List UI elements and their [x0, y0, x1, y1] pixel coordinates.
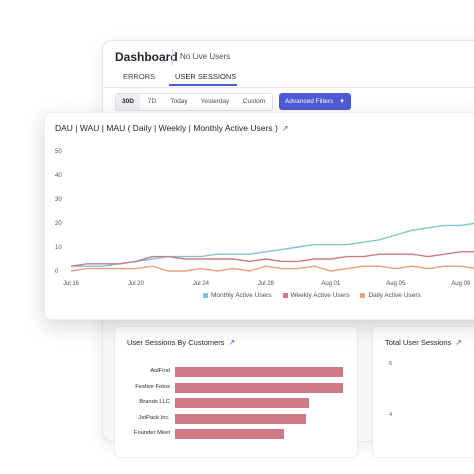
external-link-icon[interactable]: ↗	[455, 338, 462, 347]
legend-label: Monthly Active Users	[211, 292, 272, 299]
active-users-card: DAU | WAU | MAU ( Daily | Weekly | Month…	[44, 112, 474, 320]
x-tick-label: Jul 28	[258, 281, 275, 287]
chevron-down-icon: ▼	[339, 99, 346, 105]
customer-bar[interactable]	[175, 367, 343, 377]
y-tick-label: 20	[55, 221, 62, 227]
active-users-card-title: DAU | WAU | MAU ( Daily | Weekly | Month…	[55, 123, 289, 133]
y-tick-label: 30	[55, 197, 62, 203]
filter-7d[interactable]: 7D	[147, 98, 157, 105]
filter-custom[interactable]: Custom	[242, 98, 266, 105]
y-tick-label: 10	[55, 245, 62, 251]
legend-swatch	[282, 292, 288, 298]
bar-category-label: Founder Meet	[133, 430, 170, 436]
filter-today[interactable]: Today	[170, 98, 188, 105]
tab-user-sessions[interactable]: USER SESSIONS	[175, 72, 237, 81]
y-tick-label: 4	[389, 412, 393, 418]
legend-label: Weekly Active Users	[290, 292, 350, 299]
x-tick-label: Jul 20	[128, 281, 145, 287]
customer-bar[interactable]	[175, 398, 310, 408]
filter-yesterday[interactable]: Yesterday	[200, 98, 230, 105]
chart-legend: Monthly Active Users Weekly Active Users…	[203, 292, 430, 299]
customer-bar[interactable]	[175, 429, 285, 439]
y-tick-label: 50	[55, 149, 62, 155]
x-tick-label: Aug 05	[386, 281, 406, 287]
external-link-icon[interactable]: ↗	[228, 338, 236, 347]
external-link-icon[interactable]: ↗	[281, 124, 289, 133]
advanced-filters-button[interactable]: Advanced Filters ▼	[279, 93, 351, 110]
legend-item-wau[interactable]: Weekly Active Users	[282, 292, 350, 299]
active-users-line-chart: 0 10 20 30 40 50 Jul 16 Jul 20 Jul 24 Jul 28 Aug 0…	[55, 149, 474, 287]
active-users-title-text: DAU | WAU | MAU ( Daily | Weekly | Month…	[55, 123, 278, 133]
bar-category-label: JetPack Inc.	[138, 414, 170, 421]
customers-panel: User Sessions By Customers ↗ AidFirst Fest…	[114, 326, 358, 458]
bar-category-label: Festive Fotos	[135, 383, 170, 390]
series-line-dau	[70, 265, 474, 272]
active-tab-indicator	[169, 84, 237, 86]
filter-30d[interactable]: 30D	[116, 94, 140, 110]
bar-category-label: Brands LLC	[139, 399, 170, 405]
y-tick-label: 0	[55, 269, 59, 275]
y-tick-label: 40	[55, 173, 62, 179]
x-tick-label: Aug 09	[451, 281, 471, 287]
legend-swatch	[203, 292, 208, 298]
time-range-selector: 30D 7D Today Yesterday Custom	[115, 93, 273, 111]
live-users-status: No Live Users	[180, 52, 231, 61]
total-sessions-title: Total User Sessions ↗	[385, 338, 462, 347]
dashboard-topbar: Dashboard No Live Users ERRORS USER SESS…	[103, 41, 474, 131]
advanced-filters-label: Advanced Filters	[284, 98, 334, 105]
tab-errors[interactable]: ERRORS	[123, 72, 156, 81]
total-sessions-panel: Total User Sessions ↗ 6 4	[372, 326, 474, 458]
title-divider	[172, 49, 173, 65]
legend-swatch	[360, 292, 366, 298]
x-tick-label: Jul 16	[63, 281, 80, 287]
customers-panel-title: User Sessions By Customers ↗	[127, 338, 235, 347]
customers-title-text: User Sessions By Customers	[127, 338, 225, 347]
legend-label: Daily Active Users	[368, 292, 421, 299]
legend-item-dau[interactable]: Daily Active Users	[360, 292, 421, 299]
page-title: Dashboard	[115, 50, 178, 64]
x-tick-label: Jul 24	[193, 281, 210, 287]
series-line-wau	[70, 251, 474, 267]
legend-item-mau[interactable]: Monthly Active Users	[203, 292, 272, 299]
x-tick-label: Aug 01	[321, 281, 341, 287]
y-tick-label: 6	[389, 361, 393, 367]
total-sessions-title-text: Total User Sessions	[385, 338, 452, 347]
bar-category-label: AidFirst	[150, 368, 170, 374]
customer-bar[interactable]	[175, 413, 307, 424]
customer-bar[interactable]	[175, 382, 343, 393]
tab-divider	[103, 87, 474, 88]
